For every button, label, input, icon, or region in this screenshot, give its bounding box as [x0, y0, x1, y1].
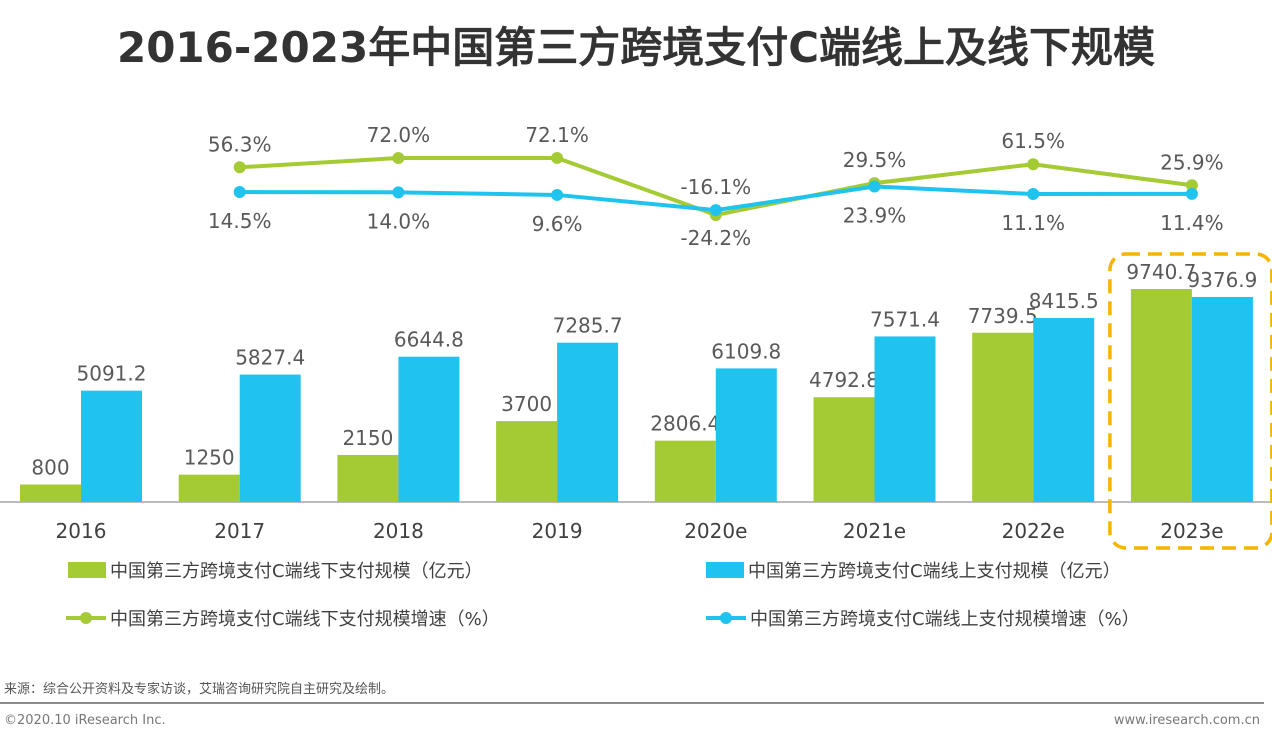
bar-data-label: 800 — [31, 456, 69, 480]
x-tick-label: 2016 — [56, 519, 107, 543]
bar-online — [874, 336, 936, 502]
line-point — [1027, 158, 1040, 171]
line-data-label: 23.9% — [843, 203, 907, 227]
website-link[interactable]: www.iresearch.com.cn — [1113, 713, 1260, 728]
bar-data-label: 8415.5 — [1029, 289, 1099, 313]
line-point — [1185, 187, 1198, 200]
bar-online — [1191, 296, 1253, 502]
line-point — [709, 204, 722, 217]
footer-divider — [0, 702, 1264, 704]
bar-data-label: 6644.8 — [394, 328, 464, 352]
bar-data-label: 4792.8 — [809, 368, 879, 392]
line-data-label: 56.3% — [208, 132, 272, 156]
x-tick-label: 2022e — [1002, 519, 1065, 543]
legend-label: 中国第三方跨境支付C端线下支付规模增速（%） — [110, 609, 500, 630]
bar-data-label: 2806.4 — [650, 412, 720, 436]
bar-data-label: 1250 — [184, 446, 235, 470]
bar-online — [81, 390, 142, 502]
bar-data-label: 7739.5 — [968, 304, 1038, 328]
line-data-label: 14.0% — [367, 209, 431, 233]
line-data-label: 72.0% — [367, 123, 431, 147]
bar-offline — [337, 454, 399, 502]
x-tick-label: 2021e — [843, 519, 906, 543]
line-data-label: 9.6% — [532, 212, 583, 236]
legend-label: 中国第三方跨境支付C端线上支付规模增速（%） — [750, 609, 1140, 630]
legend-label: 中国第三方跨境支付C端线上支付规模（亿元） — [748, 561, 1121, 582]
bar-data-label: 5827.4 — [235, 346, 305, 370]
bar-data-label: 6109.8 — [711, 339, 781, 363]
legend-label: 中国第三方跨境支付C端线下支付规模（亿元） — [110, 561, 483, 582]
legend-swatch — [68, 562, 106, 578]
bar-online — [239, 374, 301, 502]
chart-title: 2016-2023年中国第三方跨境支付C端线上及线下规模 — [116, 23, 1156, 72]
bar-data-label: 2150 — [342, 426, 393, 450]
bar-online — [715, 368, 777, 502]
line-point — [551, 188, 564, 201]
x-tick-label: 2018 — [373, 519, 424, 543]
line-point — [233, 161, 246, 174]
line-point — [392, 152, 405, 164]
bar-online — [557, 342, 619, 502]
bar-offline — [813, 397, 875, 502]
line-data-label: 29.5% — [843, 148, 907, 172]
legend-marker — [80, 612, 92, 624]
line-point — [392, 186, 405, 199]
bar-data-label: 7571.4 — [870, 307, 940, 331]
line-point — [868, 180, 881, 193]
bar-offline — [20, 484, 81, 502]
bar-offline — [654, 440, 716, 502]
bar-online — [398, 356, 460, 502]
highlight-box — [1108, 252, 1272, 550]
line-data-label: 11.1% — [1001, 211, 1065, 235]
bar-offline — [1130, 289, 1192, 502]
x-tick-label: 2019 — [532, 519, 583, 543]
line-point — [1185, 179, 1198, 192]
line-data-label: 14.5% — [208, 209, 272, 233]
bar-offline — [496, 421, 558, 502]
bar-data-label: 7285.7 — [553, 314, 623, 338]
line-point — [551, 151, 564, 164]
x-tick-label: 2023e — [1160, 519, 1223, 543]
bar-online — [1033, 317, 1095, 502]
line-data-label: 61.5% — [1001, 129, 1065, 153]
bar-data-label: 5091.2 — [77, 362, 147, 386]
source-note: 来源：综合公开资料及专家访谈，艾瑞咨询研究院自主研究及绘制。 — [4, 682, 395, 697]
line-point — [1027, 188, 1040, 201]
bar-data-label: 9376.9 — [1187, 268, 1257, 292]
bar-data-label: 3700 — [501, 392, 552, 416]
bar-data-label: 9740.7 — [1126, 260, 1196, 284]
line-data-label: -16.1% — [680, 175, 751, 199]
legend-swatch — [706, 562, 744, 578]
x-tick-label: 2020e — [684, 519, 747, 543]
x-tick-label: 2017 — [214, 519, 265, 543]
chart-svg: 2016 2017 2018 2019 2020e 2021e 2022e 2023e 800 1… — [0, 123, 1272, 630]
legend-marker — [720, 612, 732, 624]
line-data-label: 25.9% — [1160, 150, 1224, 174]
line-data-label: 72.1% — [525, 123, 589, 147]
bar-offline — [178, 474, 240, 502]
line-data-label: -24.2% — [680, 226, 751, 250]
bar-offline — [972, 332, 1034, 502]
line-data-label: 11.4% — [1160, 211, 1224, 235]
line-point — [233, 186, 246, 199]
copyright: ©2020.10 iResearch Inc. — [4, 713, 166, 728]
